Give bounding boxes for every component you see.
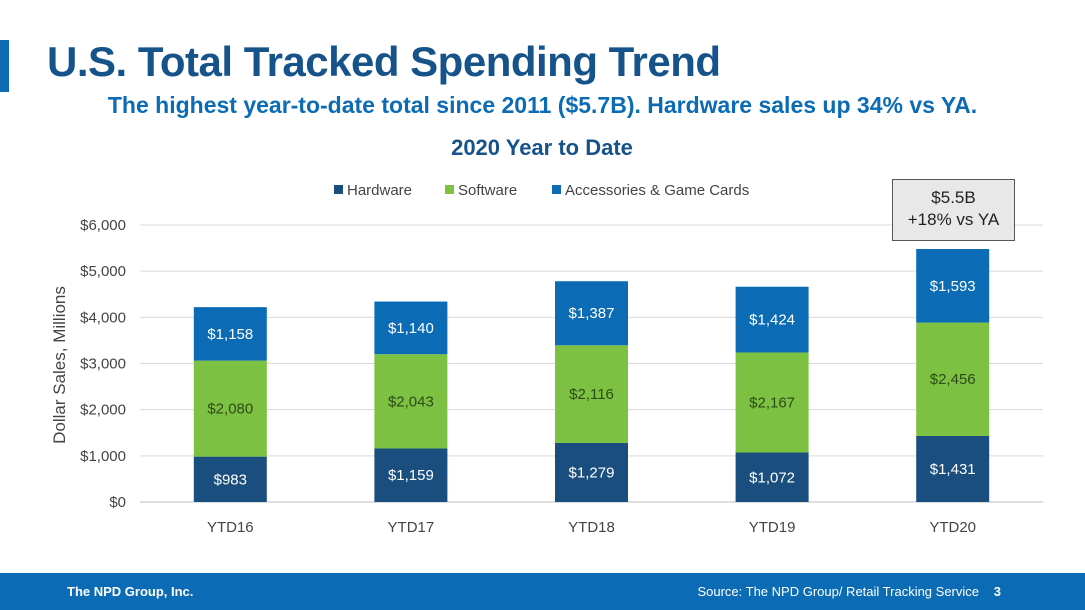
bar-ytd18-software: [555, 345, 628, 443]
data-label-ytd18-2: $1,387: [569, 305, 615, 322]
y-tick-label-2: $2,000: [80, 402, 126, 419]
bar-ytd18-hardware: [555, 442, 628, 502]
slide-title: U.S. Total Tracked Spending Trend: [47, 38, 721, 85]
data-label-ytd20-2: $1,593: [930, 278, 976, 295]
y-tick-label-1: $1,000: [80, 448, 126, 465]
x-tick-label-0: YTD16: [207, 519, 254, 536]
footer-bar: The NPD Group, Inc. Source: The NPD Grou…: [0, 573, 1085, 610]
data-label-ytd19-1: $2,167: [749, 394, 795, 411]
stacked-bar-chart: 2020 Year to Date Hardware Software Accesso…: [50, 135, 1043, 536]
slide-subtitle: The highest year-to-date total since 201…: [107, 92, 978, 118]
y-tick-label-3: $3,000: [80, 356, 126, 373]
y-tick-label-4: $4,000: [80, 309, 126, 326]
callout-growth: +18% vs YA: [907, 210, 1000, 229]
bar-ytd20-software: [916, 322, 990, 436]
bar-ytd19-software: [735, 352, 809, 453]
footer-company: The NPD Group, Inc.: [67, 584, 194, 599]
footer-source: Source: The NPD Group/ Retail Tracking S…: [697, 584, 979, 599]
x-tick-label-3: YTD19: [749, 519, 796, 536]
bar-ytd16-hardware: [193, 456, 267, 502]
bar-ytd17-hardware: [374, 448, 448, 502]
data-label-ytd18-0: $1,279: [569, 464, 615, 481]
data-label-ytd20-1: $2,456: [930, 371, 976, 388]
title-accent-bar: [0, 40, 9, 92]
data-label-ytd16-2: $1,158: [207, 326, 253, 343]
bar-ytd17-accessories-game-cards: [374, 301, 448, 355]
y-tick-label-6: $6,000: [80, 217, 126, 234]
x-tick-label-4: YTD20: [929, 519, 976, 536]
chart-title: 2020 Year to Date: [451, 135, 633, 160]
legend-label-1: Software: [458, 182, 517, 199]
y-tick-label-0: $0: [109, 494, 126, 511]
data-label-ytd16-0: $983: [214, 471, 247, 488]
data-label-ytd18-1: $2,116: [569, 386, 614, 403]
data-label-ytd19-2: $1,424: [749, 312, 795, 329]
y-tick-label-5: $5,000: [80, 263, 126, 280]
data-label-ytd20-0: $1,431: [930, 461, 976, 478]
legend-swatch-1: [445, 185, 454, 194]
page-number: 3: [993, 584, 1001, 599]
legend-swatch-2: [552, 185, 561, 194]
total-callout-box: $5.5B +18% vs YA: [892, 179, 1015, 241]
bar-ytd16-accessories-game-cards: [193, 307, 267, 361]
y-axis-label: Dollar Sales, Millions: [50, 286, 69, 444]
data-label-ytd17-1: $2,043: [388, 393, 434, 410]
bar-ytd17-software: [374, 354, 448, 449]
data-label-ytd19-0: $1,072: [749, 469, 795, 486]
bar-ytd20-hardware: [916, 435, 990, 502]
data-label-ytd17-2: $1,140: [388, 320, 434, 337]
bar-ytd20-accessories-game-cards: [916, 249, 990, 323]
x-tick-label-1: YTD17: [388, 519, 435, 536]
data-label-ytd17-0: $1,159: [388, 467, 434, 484]
bar-ytd19-accessories-game-cards: [735, 286, 809, 353]
legend-swatch-0: [334, 185, 343, 194]
bar-ytd19-hardware: [735, 452, 809, 502]
bar-ytd18-accessories-game-cards: [555, 281, 628, 346]
legend-label-0: Hardware: [347, 182, 412, 199]
data-label-ytd16-1: $2,080: [207, 401, 253, 418]
x-tick-label-2: YTD18: [568, 519, 615, 536]
bar-ytd16-software: [193, 360, 267, 457]
callout-total: $5.5B: [931, 188, 976, 207]
legend-label-2: Accessories & Game Cards: [565, 182, 749, 199]
